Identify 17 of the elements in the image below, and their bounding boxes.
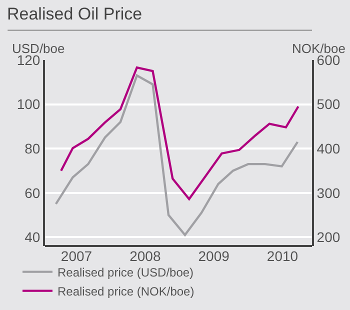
y-tick-label: 100 [16, 96, 40, 112]
line-series [54, 74, 299, 236]
line-series [60, 66, 300, 200]
y-tick-label: 80 [24, 140, 40, 156]
y2-tick-label: 500 [316, 96, 340, 112]
y-tick-label: 60 [24, 184, 40, 201]
chart-title: Realised Oil Price [7, 4, 142, 24]
x-tick-label: 2007 [60, 248, 92, 264]
legend-label: Realised price (USD/boe) [58, 265, 194, 280]
y2-tick-label: 200 [316, 229, 340, 246]
x-tick-label: 2008 [130, 248, 161, 264]
y-tick-label: 40 [24, 229, 40, 246]
x-tick-label: 2009 [198, 248, 230, 264]
y2-tick-label: 300 [316, 184, 340, 201]
legend-label: Realised price (NOK/boe) [58, 284, 194, 298]
x-tick-label: 2010 [266, 248, 298, 264]
y2-tick-label: 400 [316, 140, 340, 156]
